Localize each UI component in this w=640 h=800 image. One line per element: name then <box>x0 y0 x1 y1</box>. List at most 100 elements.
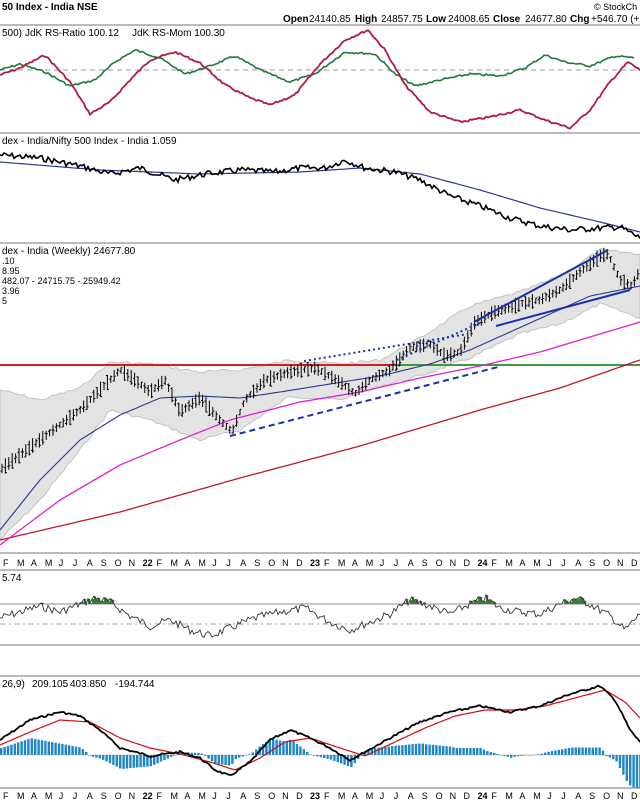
month-label: J <box>59 558 64 568</box>
histogram-bar <box>367 749 370 755</box>
month-label: O <box>603 558 610 568</box>
histogram-bar <box>238 755 241 758</box>
macd-legend-macd: 209.105 <box>32 679 69 690</box>
ohlc-readout: Open 24140.85 High 24857.75 Low 24008.65… <box>283 14 640 25</box>
histogram-bar <box>44 740 47 755</box>
histogram-bar <box>404 744 407 755</box>
month-label: A <box>240 791 246 800</box>
histogram-bar <box>61 744 64 755</box>
histogram-bar <box>516 755 520 757</box>
histogram-bar <box>530 755 533 756</box>
histogram-bar <box>493 753 496 755</box>
histogram-bar <box>163 755 166 760</box>
rsi-fill-segment <box>474 600 477 604</box>
year-label: 24 <box>478 558 488 568</box>
rsi-fill-segment <box>570 601 573 604</box>
histogram-bar <box>54 742 57 755</box>
histogram-bar <box>224 755 227 765</box>
rsi-fill-segment <box>98 598 101 604</box>
histogram-bar <box>278 740 282 755</box>
rsi-fill-segment <box>572 599 575 604</box>
histogram-bar <box>27 739 30 755</box>
chart-title: 50 Index - India NSE <box>2 2 98 13</box>
month-label: J <box>212 558 217 568</box>
rrg-mom-line <box>0 48 635 87</box>
histogram-bar <box>312 755 316 756</box>
price-panel-frame <box>0 242 640 554</box>
chg-label: Chg <box>570 14 589 25</box>
month-label: M <box>198 558 206 568</box>
histogram-bar <box>350 755 353 768</box>
histogram-bar <box>346 755 350 767</box>
histogram-bar <box>112 755 115 765</box>
histogram-bar <box>513 755 516 757</box>
histogram-bar <box>261 744 265 755</box>
histogram-bar <box>537 754 540 755</box>
histogram-bar <box>309 754 312 755</box>
histogram-bar <box>520 755 523 756</box>
histogram-bar <box>57 743 61 755</box>
histogram-bar <box>68 745 71 755</box>
histogram-bar <box>503 755 506 756</box>
price-legend-l2: 8.95 <box>2 266 20 276</box>
close-label: Close <box>493 14 521 25</box>
histogram-bar <box>329 755 333 760</box>
month-label: A <box>31 558 37 568</box>
histogram-bar <box>159 755 163 762</box>
month-label: J <box>226 791 231 800</box>
histogram-bar <box>81 749 84 755</box>
rsi-fill-segment <box>414 600 417 604</box>
histogram-bar <box>200 753 203 755</box>
rsi-fill-segment <box>580 596 583 604</box>
month-label: D <box>631 558 638 568</box>
histogram-bar <box>418 743 421 755</box>
histogram-bar <box>584 747 588 755</box>
high-label: High <box>355 14 377 25</box>
histogram-bar <box>326 755 329 759</box>
rsi-fill-segment <box>404 602 407 604</box>
rsi-fill-segment <box>90 603 93 604</box>
rsi-fill-segment <box>94 596 97 604</box>
histogram-bar <box>567 747 571 755</box>
histogram-bar <box>180 752 183 755</box>
month-label: D <box>631 791 638 800</box>
histogram-bar <box>510 755 513 758</box>
histogram-bar <box>377 747 380 755</box>
histogram-bar <box>166 755 169 759</box>
month-label: F <box>157 791 163 800</box>
histogram-bar <box>452 747 455 755</box>
month-axis-lower: F M A M J J A S O N 22 F M A M J J A S O N D 23 F M A M J J A S O N D 24 F M… <box>3 791 638 800</box>
year-label: 23 <box>310 558 320 568</box>
month-label: A <box>87 558 93 568</box>
rsi-fill-segment <box>568 603 571 604</box>
rsi-fill-segment <box>484 601 487 604</box>
rsi-fill-segment <box>76 602 79 604</box>
histogram-bar <box>629 755 632 786</box>
histogram-bar <box>115 755 118 767</box>
rsi-overbought-fills <box>40 594 587 604</box>
histogram-bar <box>74 746 78 755</box>
relative-legend: dex - India/Nifty 500 Index - India 1.05… <box>2 136 177 147</box>
histogram-bar <box>302 749 305 755</box>
histogram-bar <box>625 755 628 781</box>
high-value: 24857.75 <box>381 14 423 25</box>
price-legend-l3: 482.07 - 24715.75 - 25949.42 <box>2 276 121 286</box>
month-label: M <box>533 791 541 800</box>
histogram-bar <box>20 741 23 755</box>
histogram-bar <box>146 755 149 767</box>
month-label: N <box>450 791 457 800</box>
month-label: A <box>184 791 190 800</box>
histogram-bar <box>85 752 88 755</box>
histogram-bar <box>316 755 319 757</box>
rsi-fill-segment <box>492 601 495 604</box>
rsi-fill-segment <box>490 599 493 604</box>
relative-panel: dex - India/Nifty 500 Index - India 1.05… <box>0 136 640 239</box>
rsi-legend: 5.74 <box>2 573 22 584</box>
month-label: S <box>589 558 595 568</box>
month-label: N <box>282 558 289 568</box>
low-value: 24008.65 <box>448 14 490 25</box>
month-label: A <box>352 558 358 568</box>
relative-panel-frame <box>0 132 640 244</box>
histogram-bar <box>176 753 180 755</box>
year-label: 22 <box>143 791 153 800</box>
